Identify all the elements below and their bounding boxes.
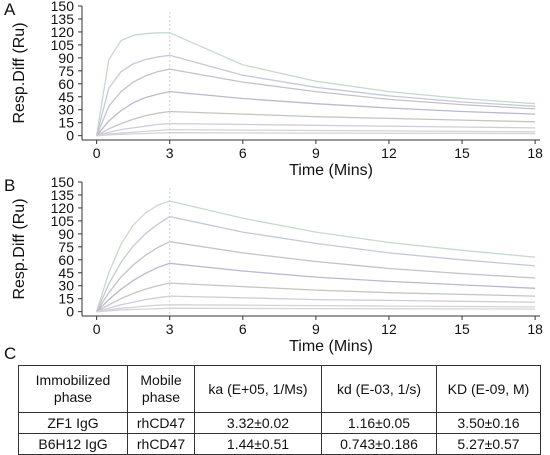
table-cell: 5.27±0.57 — [436, 433, 541, 455]
x-tick-label: 18 — [527, 145, 543, 161]
x-tick-label: 15 — [454, 321, 470, 337]
y-tick-label: 75 — [58, 63, 74, 79]
x-tick-label: 9 — [312, 321, 320, 337]
y-tick-label: 120 — [51, 24, 75, 40]
table-cell: rhCD47 — [127, 433, 195, 455]
series-line — [96, 262, 536, 313]
x-tick-label: 6 — [239, 145, 247, 161]
series-line — [96, 307, 536, 313]
y-tick-label: 0 — [66, 128, 74, 144]
table-cell: 1.44±0.51 — [194, 433, 322, 455]
y-tick-label: 135 — [51, 11, 75, 27]
panel-letter-b: B — [4, 176, 16, 195]
series-line — [96, 128, 536, 137]
table-cell: 1.16±0.05 — [321, 412, 437, 434]
x-tick-label: 15 — [454, 145, 470, 161]
x-axis-label: Time (Mins) — [289, 338, 373, 355]
y-tick-label: 75 — [58, 239, 74, 255]
series-line — [96, 304, 536, 313]
sensorgram-chart-b: 0 3 6 9 12 15 180153045607590105120135150Time … — [11, 174, 543, 355]
y-axis-label: Resp.Diff (Ru) — [11, 22, 28, 123]
kinetics-table: Immobilized phase Mobile phase ka (E+05,… — [18, 365, 541, 455]
y-tick-label: 45 — [58, 89, 74, 105]
y-tick-label: 105 — [51, 37, 75, 53]
header-cell: KD (E-09, M) — [436, 365, 541, 413]
y-tick-label: 60 — [58, 76, 74, 92]
series-line — [96, 132, 536, 137]
table-header-row: Immobilized phase Mobile phase ka (E+05,… — [18, 365, 541, 413]
sensorgram-chart-a: 0 3 6 9 12 15 180153045607590105120135150Time … — [11, 0, 543, 179]
series-line — [96, 241, 536, 313]
series-line — [95, 54, 536, 136]
x-tick-label: 12 — [381, 321, 397, 337]
y-tick-label: 150 — [51, 174, 75, 190]
x-tick-label: 18 — [527, 321, 543, 337]
table-cell: ZF1 IgG — [18, 412, 128, 434]
header-cell: ka (E+05, 1/Ms) — [194, 365, 322, 413]
series-line — [96, 282, 536, 313]
table-cell: rhCD47 — [127, 412, 195, 434]
series-line — [96, 110, 536, 137]
y-tick-label: 120 — [51, 200, 75, 216]
y-tick-label: 90 — [58, 226, 74, 242]
table-cell: 3.50±0.16 — [436, 412, 541, 434]
header-cell: kd (E-03, 1/s) — [321, 365, 437, 413]
x-tick-label: 3 — [166, 321, 174, 337]
panel-letter-c: C — [4, 344, 17, 363]
x-tick-label: 0 — [93, 145, 101, 161]
x-tick-label: 3 — [166, 145, 174, 161]
x-axis-label: Time (Mins) — [289, 162, 373, 179]
y-tick-label: 90 — [58, 50, 74, 66]
x-tick-label: 12 — [381, 145, 397, 161]
header-cell: Mobile phase — [127, 365, 195, 413]
y-tick-label: 15 — [58, 291, 74, 307]
series-line — [95, 32, 536, 136]
y-tick-label: 150 — [51, 0, 75, 14]
table-row: B6H12 IgG rhCD47 1.44±0.51 0.743±0.186 5… — [18, 433, 541, 455]
table-cell: 0.743±0.186 — [321, 433, 437, 455]
panel-letter-a: A — [4, 0, 16, 19]
x-tick-label: 9 — [312, 145, 320, 161]
series-line — [95, 200, 536, 312]
x-tick-label: 6 — [239, 321, 247, 337]
series-line — [96, 215, 536, 312]
y-tick-label: 0 — [66, 304, 74, 320]
table-cell: B6H12 IgG — [18, 433, 128, 455]
y-tick-label: 60 — [58, 252, 74, 268]
y-tick-label: 15 — [58, 115, 74, 131]
header-cell: Immobilized phase — [18, 365, 128, 413]
table-cell: 3.32±0.02 — [194, 412, 322, 434]
series-line — [96, 122, 536, 137]
series-line — [95, 68, 536, 136]
y-tick-label: 30 — [58, 278, 74, 294]
y-tick-label: 45 — [58, 265, 74, 281]
x-tick-label: 0 — [93, 321, 101, 337]
y-tick-label: 135 — [51, 187, 75, 203]
y-tick-label: 105 — [51, 213, 75, 229]
table-row: ZF1 IgG rhCD47 3.32±0.02 1.16±0.05 3.50±… — [18, 412, 541, 434]
series-line — [96, 295, 536, 313]
y-tick-label: 30 — [58, 102, 74, 118]
y-axis-label: Resp.Diff (Ru) — [11, 198, 28, 299]
series-line — [96, 90, 536, 137]
